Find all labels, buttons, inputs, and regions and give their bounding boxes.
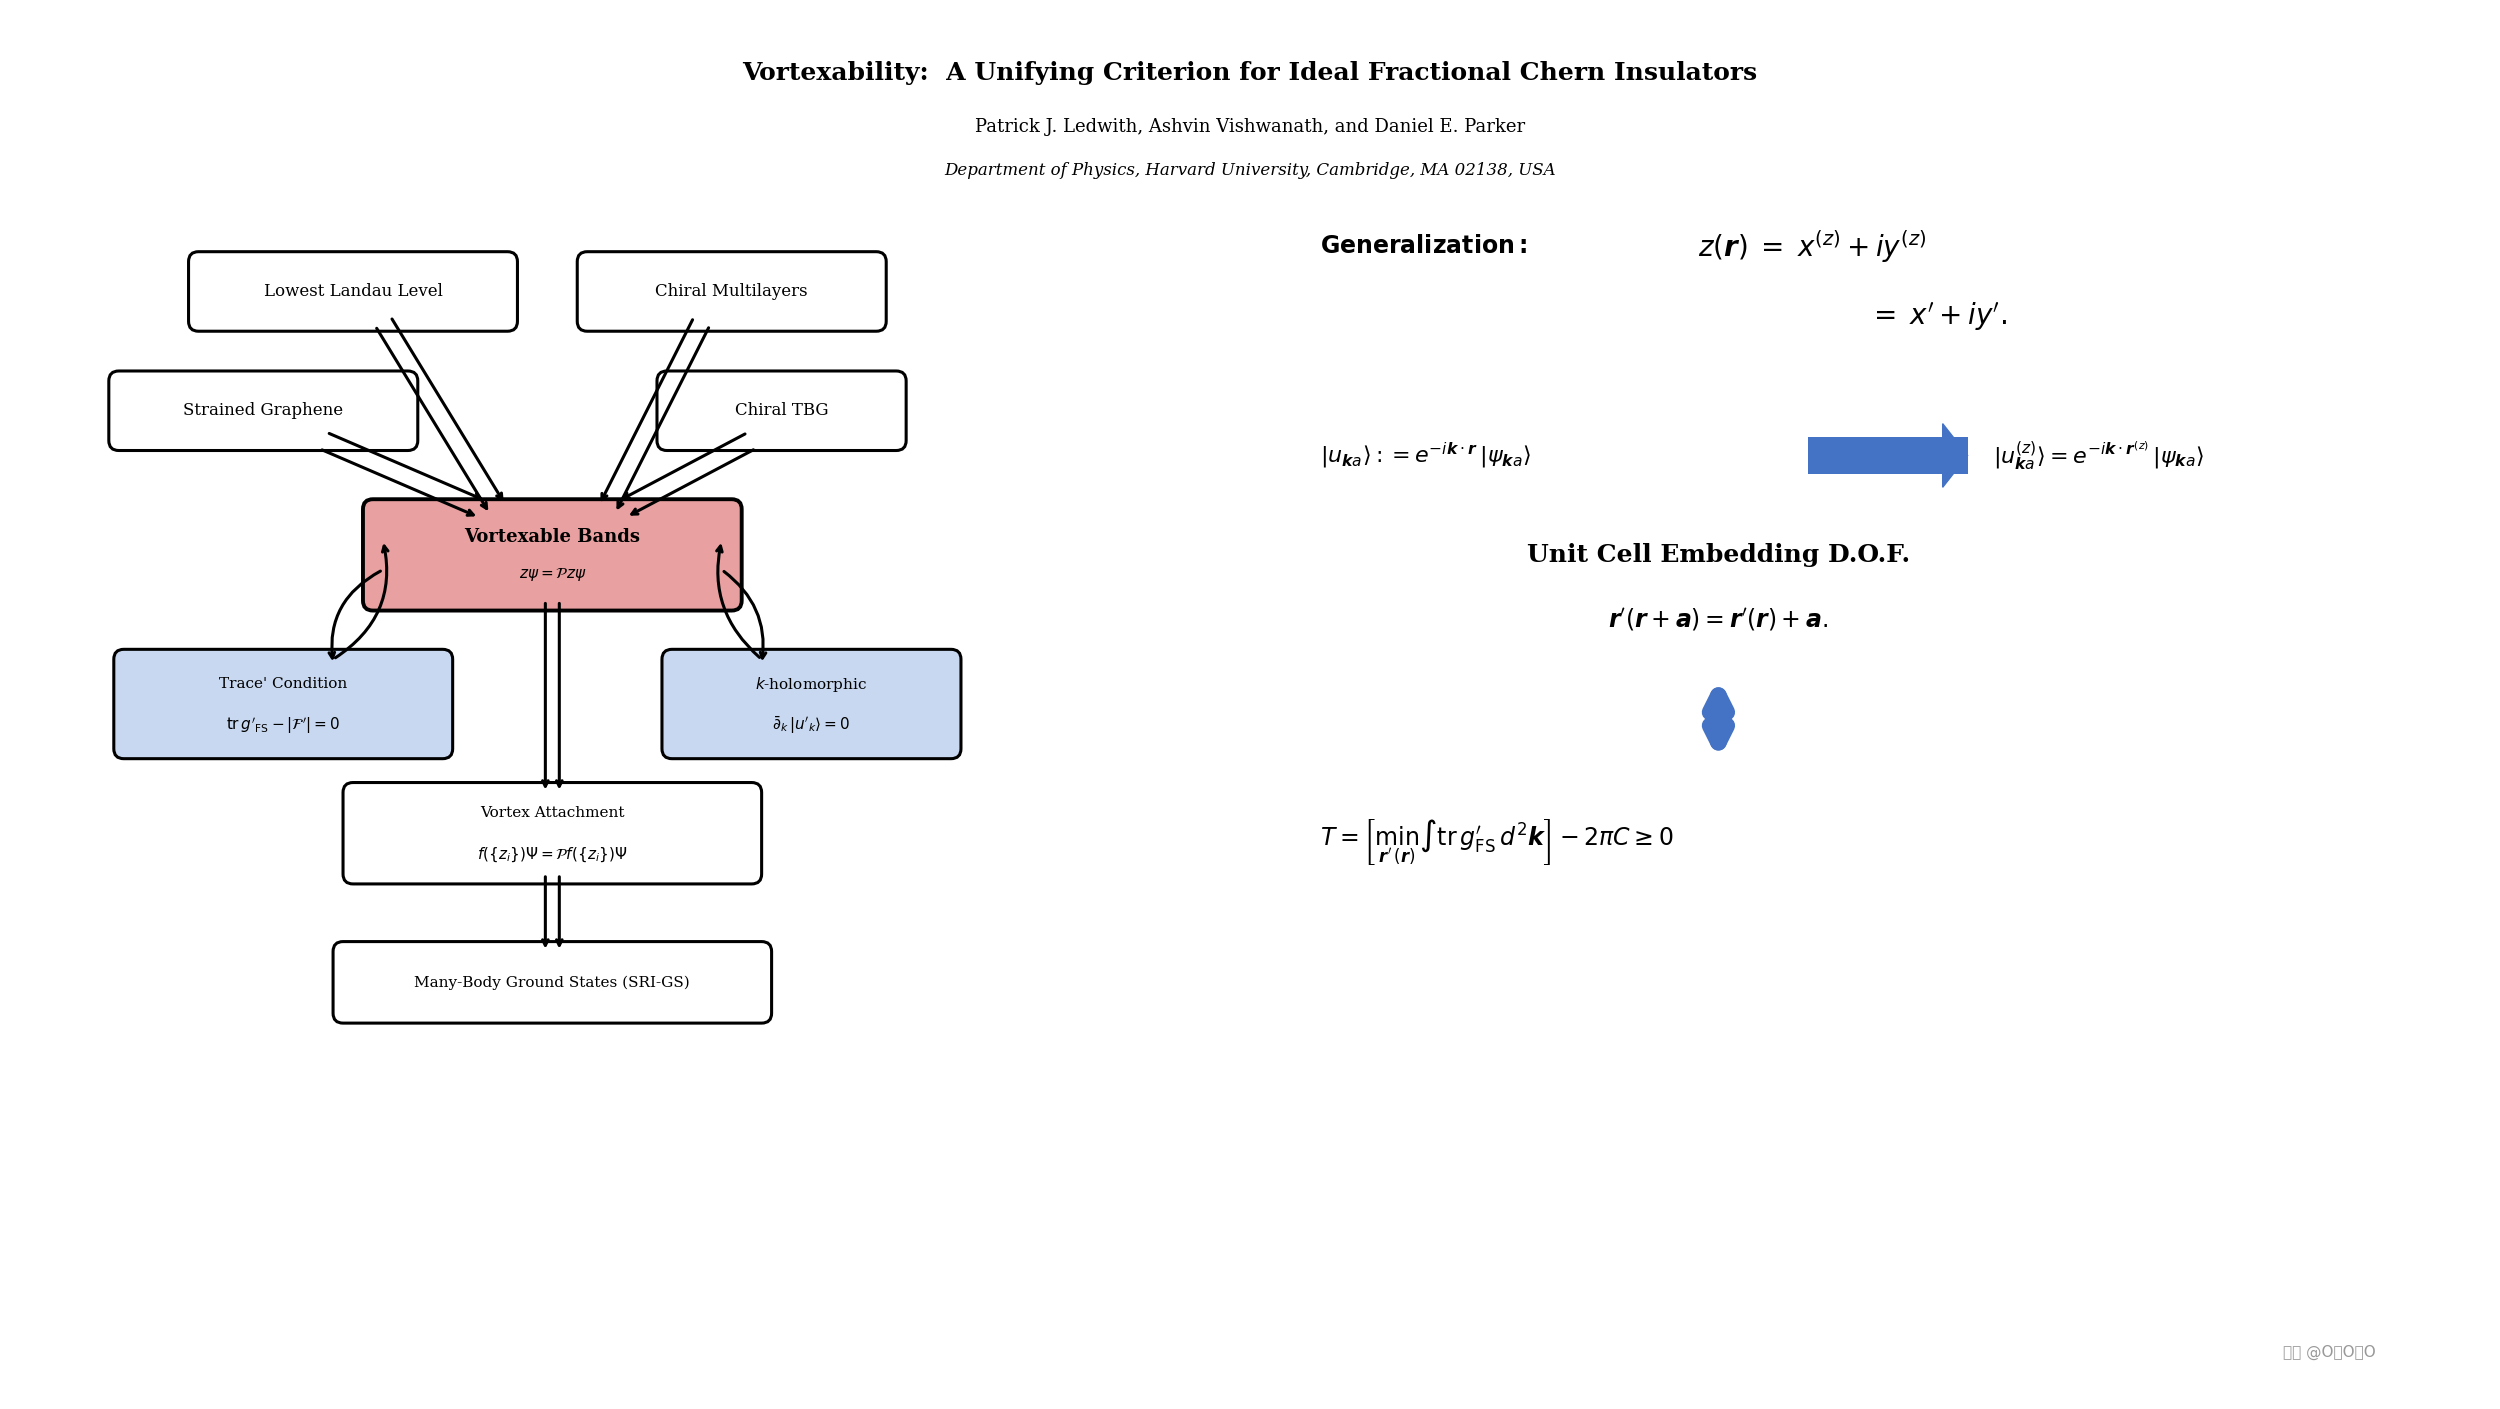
Text: Strained Graphene: Strained Graphene bbox=[182, 402, 342, 420]
Text: $T=\left[\min_{\boldsymbol{r}^{\prime}(\boldsymbol{r})}\int\mathrm{tr}\,g^{\prim: $T=\left[\min_{\boldsymbol{r}^{\prime}(\… bbox=[1320, 817, 1672, 868]
FancyBboxPatch shape bbox=[332, 941, 772, 1023]
Text: $\mathbf{Generalization:}$: $\mathbf{Generalization:}$ bbox=[1320, 235, 1528, 258]
Text: Department of Physics, Harvard University, Cambridge, MA 02138, USA: Department of Physics, Harvard Universit… bbox=[945, 162, 1555, 179]
Text: $|u_{\boldsymbol{k}a}\rangle:=e^{-i\boldsymbol{k}\cdot\boldsymbol{r}}\,|\psi_{\b: $|u_{\boldsymbol{k}a}\rangle:=e^{-i\bold… bbox=[1320, 441, 1530, 471]
FancyBboxPatch shape bbox=[110, 371, 418, 451]
Text: $z\psi = \mathcal{P}z\psi$: $z\psi = \mathcal{P}z\psi$ bbox=[518, 566, 585, 583]
Text: Patrick J. Ledwith, Ashvin Vishwanath, and Daniel E. Parker: Patrick J. Ledwith, Ashvin Vishwanath, a… bbox=[975, 118, 1525, 137]
FancyBboxPatch shape bbox=[362, 499, 742, 610]
Text: Many-Body Ground States (SRI-GS): Many-Body Ground States (SRI-GS) bbox=[415, 975, 690, 989]
FancyBboxPatch shape bbox=[1808, 437, 1968, 475]
Text: $\bar{\partial}_k\,|u'_k\rangle = 0$: $\bar{\partial}_k\,|u'_k\rangle = 0$ bbox=[772, 716, 850, 737]
Text: Chiral TBG: Chiral TBG bbox=[735, 402, 828, 420]
Text: Unit Cell Embedding D.O.F.: Unit Cell Embedding D.O.F. bbox=[1528, 542, 1910, 566]
Text: Vortexable Bands: Vortexable Bands bbox=[465, 528, 640, 547]
Text: $\mathrm{tr}\,g'_{\mathrm{FS}} - |\mathcal{F}'| = 0$: $\mathrm{tr}\,g'_{\mathrm{FS}} - |\mathc… bbox=[228, 716, 340, 735]
Text: $k$-holomorphic: $k$-holomorphic bbox=[755, 675, 868, 693]
Text: 知乎 @O空O扯O: 知乎 @O空O扯O bbox=[2282, 1346, 2375, 1360]
FancyBboxPatch shape bbox=[662, 650, 960, 758]
FancyBboxPatch shape bbox=[658, 371, 905, 451]
Text: $f(\{z_i\})\Psi = \mathcal{P}f(\{z_i\})\Psi$: $f(\{z_i\})\Psi = \mathcal{P}f(\{z_i\})\… bbox=[478, 845, 628, 864]
FancyBboxPatch shape bbox=[342, 782, 762, 883]
Polygon shape bbox=[1942, 424, 1968, 488]
Text: Vortexability:  A Unifying Criterion for Ideal Fractional Chern Insulators: Vortexability: A Unifying Criterion for … bbox=[742, 61, 1758, 85]
Text: $|u^{(z)}_{\boldsymbol{k}a}\rangle=e^{-i\boldsymbol{k}\cdot\boldsymbol{r}^{(z)}}: $|u^{(z)}_{\boldsymbol{k}a}\rangle=e^{-i… bbox=[1992, 440, 2202, 472]
Text: $z(\boldsymbol{r})\;=\;x^{(z)}+iy^{(z)}$: $z(\boldsymbol{r})\;=\;x^{(z)}+iy^{(z)}$ bbox=[1698, 228, 1928, 265]
Text: Vortex Attachment: Vortex Attachment bbox=[480, 806, 625, 820]
Text: Chiral Multilayers: Chiral Multilayers bbox=[655, 283, 808, 300]
FancyArrowPatch shape bbox=[1710, 696, 1728, 743]
FancyBboxPatch shape bbox=[188, 252, 518, 331]
Text: Trace' Condition: Trace' Condition bbox=[220, 678, 348, 692]
FancyBboxPatch shape bbox=[578, 252, 885, 331]
Text: Lowest Landau Level: Lowest Landau Level bbox=[262, 283, 442, 300]
Text: $=\;x^{\prime}+iy^{\prime}.$: $=\;x^{\prime}+iy^{\prime}.$ bbox=[1868, 300, 2008, 333]
Text: $\boldsymbol{r}'(\boldsymbol{r}+\boldsymbol{a})=\boldsymbol{r}'(\boldsymbol{r})+: $\boldsymbol{r}'(\boldsymbol{r}+\boldsym… bbox=[1608, 606, 1828, 633]
FancyBboxPatch shape bbox=[115, 650, 452, 758]
